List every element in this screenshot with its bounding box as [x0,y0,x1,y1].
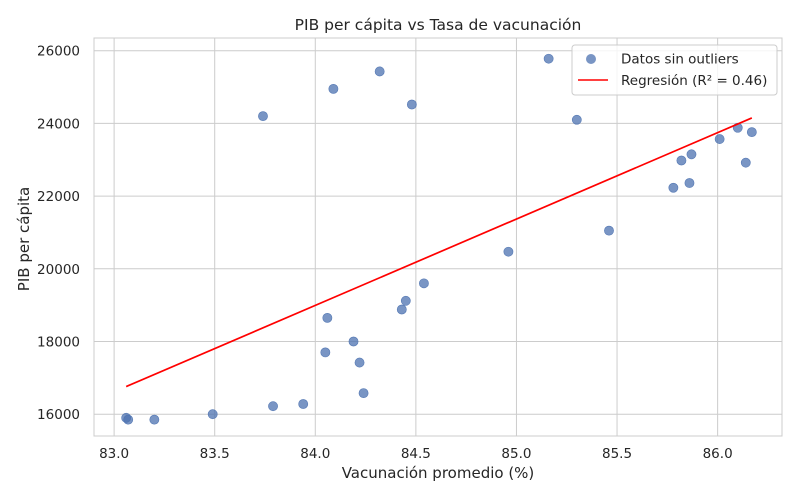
scatter-point [419,278,429,289]
x-tick-label: 84.0 [300,446,330,462]
x-tick-label: 83.0 [99,446,129,462]
scatter-point [714,134,725,144]
scatter-point [746,127,757,138]
x-tick-label: 83.5 [200,446,230,462]
scatter-point [396,304,407,315]
scatter-point [740,157,751,168]
scatter-point [684,178,695,188]
scatter-point [604,225,614,236]
scatter-point [207,409,218,420]
legend-label-regression: Regresión (R² = 0.46) [621,73,767,89]
y-tick-label: 24000 [37,116,80,132]
scatter-point [328,83,339,94]
y-tick-label: 18000 [37,334,80,350]
scatter-point [571,114,582,125]
y-axis-label: PIB per cápita [15,187,33,291]
data-marks [121,53,757,425]
legend: Datos sin outliers Regresión (R² = 0.46) [571,44,778,96]
scatter-point [406,99,417,110]
scatter-point [268,401,278,412]
scatter-point [676,155,687,166]
scatter-point [123,414,134,425]
y-tick-label: 20000 [37,262,80,278]
x-tick-label: 84.5 [401,446,431,462]
legend-marker-scatter [586,54,596,64]
scatter-point [354,357,365,368]
x-tick-label: 85.5 [602,446,632,462]
scatter-point [320,347,331,358]
y-tick-label: 16000 [37,407,80,423]
y-tick-label: 26000 [37,44,80,60]
scatter-point [543,53,554,64]
x-tick-label: 85.0 [501,446,531,462]
legend-label-scatter: Datos sin outliers [621,52,739,68]
chart-title: PIB per cápita vs Tasa de vacunación [295,16,582,34]
scatter-point [258,111,268,122]
scatter-point [400,295,411,306]
x-tick-label: 86.0 [703,446,733,462]
legend-box [571,44,778,96]
scatter-point [503,246,514,257]
x-axis-label: Vacunación promedio (%) [342,464,535,482]
scatter-point [668,182,679,193]
tick-labels: 83.0 83.5 84.0 84.5 85.0 85.5 86.0 16000 18000 20… [37,44,733,462]
scatter-point [358,388,369,399]
plot-frame [93,37,783,437]
scatter-point [374,66,385,77]
y-tick-label: 22000 [37,189,80,205]
scatter-point [348,336,359,347]
scatter-point [149,414,160,425]
regression-line [125,117,753,388]
scatter-point [686,149,697,160]
scatter-point [298,399,309,409]
scatter-point [322,312,333,323]
